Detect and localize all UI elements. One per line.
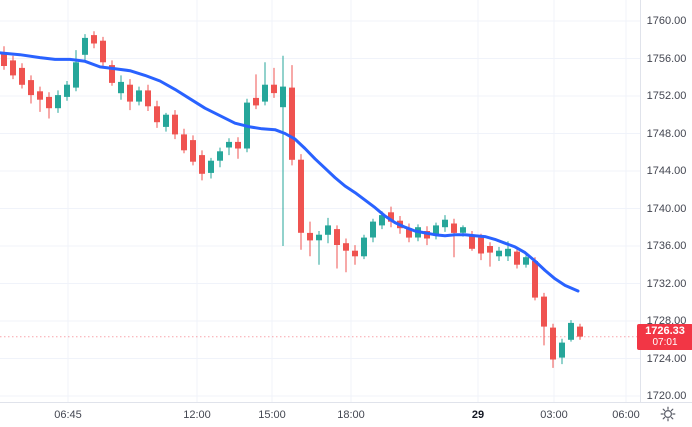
candle-down	[352, 250, 358, 257]
candle-up	[559, 342, 565, 358]
candle-down	[19, 67, 25, 85]
candle-up	[163, 114, 169, 127]
candle-up	[442, 219, 448, 228]
candle-up	[217, 151, 223, 161]
candle-down	[190, 140, 196, 162]
time-tick-label: 06:45	[54, 409, 82, 422]
candle-down	[91, 35, 97, 44]
candle-down	[181, 134, 187, 151]
time-axis[interactable]: 06:45 12:00 15:00 18:00 29 03:00 06:00	[0, 402, 692, 427]
candle-down	[127, 84, 133, 102]
candle-down	[388, 212, 394, 222]
candle-down	[145, 90, 151, 107]
candle-down	[1, 52, 7, 66]
candle-up	[460, 227, 466, 233]
chart-canvas[interactable]	[0, 0, 640, 402]
candle-down	[10, 60, 16, 76]
last-price-value: 1726.33	[645, 324, 685, 337]
price-tick-label: 1748.00	[646, 127, 687, 140]
bar-countdown: 07:01	[652, 336, 678, 348]
candle-down	[298, 159, 304, 233]
price-tick-label: 1744.00	[646, 165, 687, 177]
candle-down	[154, 106, 160, 123]
candle-up	[64, 84, 70, 97]
time-tick-label-date: 29	[471, 409, 485, 422]
candle-up	[82, 37, 88, 55]
price-tick-label: 1752.00	[646, 90, 687, 102]
candle-up	[208, 160, 214, 173]
candle-up	[316, 234, 322, 241]
time-tick-label: 15:00	[258, 409, 286, 422]
candle-down	[199, 155, 205, 174]
candle-up	[226, 141, 232, 148]
candle-up	[361, 237, 367, 257]
candle-down	[271, 84, 277, 94]
price-tick-label: 1756.00	[646, 52, 687, 65]
candle-down	[253, 97, 259, 106]
candle-down	[406, 228, 412, 238]
candle-down	[469, 234, 475, 249]
candle-down	[532, 261, 538, 298]
price-tick-label: 1736.00	[646, 240, 687, 252]
candle-down	[334, 229, 340, 245]
candle-down	[541, 296, 547, 327]
candle-down	[343, 243, 349, 251]
candle-down	[451, 223, 457, 233]
last-price-label: 1726.33 07:01	[637, 323, 692, 350]
candle-up	[523, 257, 529, 265]
gear-glyph	[660, 406, 676, 422]
time-tick-label: 12:00	[183, 409, 211, 422]
candle-down	[487, 246, 493, 253]
candle-down	[514, 251, 520, 265]
price-tick-label: 1724.00	[646, 352, 687, 365]
candle-down	[109, 65, 115, 83]
price-tick-label: 1720.00	[646, 390, 687, 402]
candle-down	[478, 237, 484, 254]
candle-down	[37, 91, 43, 100]
candle-down	[235, 141, 241, 149]
price-axis[interactable]: 1726.33 07:01 1760.00 1756.00 1752.00 1748.…	[637, 0, 692, 402]
settings-gear-icon[interactable]	[660, 406, 676, 422]
price-chart-plot[interactable]	[0, 0, 640, 402]
time-tick-label: 06:00	[612, 409, 640, 422]
price-tick-label: 1760.00	[646, 15, 687, 27]
price-tick-label: 1740.00	[646, 202, 687, 215]
candle-down	[577, 326, 583, 337]
candle-up	[496, 250, 502, 257]
candle-up	[73, 62, 79, 88]
candle-up	[262, 84, 268, 102]
candle-up	[118, 81, 124, 94]
candle-down	[100, 40, 106, 63]
candle-down	[289, 87, 295, 160]
candle-up	[325, 225, 331, 235]
candle-down	[307, 232, 313, 241]
time-tick-label: 18:00	[337, 409, 365, 422]
candle-down	[550, 327, 556, 360]
candle-down	[28, 80, 34, 96]
ma-line	[0, 51, 580, 293]
candle-down	[172, 114, 178, 135]
time-tick-label: 03:00	[540, 409, 568, 422]
candle-up	[379, 215, 385, 226]
candle-up	[568, 322, 574, 340]
candle-down	[46, 96, 52, 109]
candle-up	[505, 248, 511, 257]
candle-up	[370, 221, 376, 238]
candle-up	[55, 95, 61, 109]
candle-up	[433, 225, 439, 236]
price-tick-label: 1732.00	[646, 277, 687, 290]
candle-up	[280, 86, 286, 108]
candle-up	[136, 90, 142, 102]
